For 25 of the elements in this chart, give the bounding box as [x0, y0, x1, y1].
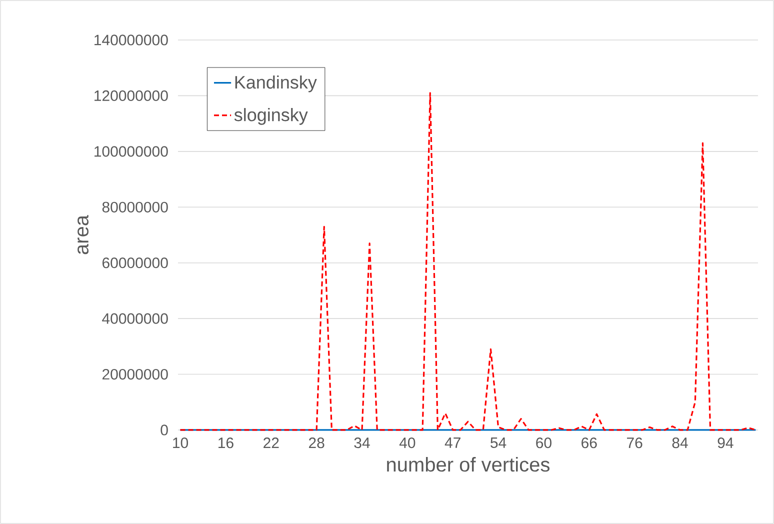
y-tick-label: 100000000 [94, 146, 168, 157]
x-axis-title: number of vertices [387, 457, 550, 472]
x-tick-label: 16 [218, 438, 234, 448]
x-tick-label: 40 [399, 438, 416, 448]
x-tick-label: 47 [444, 438, 460, 448]
x-tick-label: 66 [582, 438, 597, 448]
y-tick-label: 0 [160, 424, 168, 436]
x-tick-label: 60 [536, 438, 552, 448]
x-tick-label: 34 [354, 438, 370, 448]
y-axis-title: area [78, 214, 89, 254]
x-tick-label: 22 [264, 438, 279, 448]
x-tick-label: 94 [718, 438, 734, 448]
x-tick-label: 54 [490, 438, 506, 448]
legend-label: sloginsky [234, 108, 308, 125]
x-tick-label: 28 [308, 438, 324, 448]
y-tick-label: 120000000 [94, 90, 168, 102]
x-tick-label: 84 [672, 438, 688, 448]
y-tick-label: 20000000 [102, 368, 168, 380]
legend-label: Kandinsky [235, 75, 317, 92]
x-tick-label: 76 [627, 438, 642, 448]
y-tick-label: 40000000 [102, 313, 168, 324]
y-tick-label: 140000000 [94, 34, 168, 46]
x-tick-label: 10 [173, 438, 188, 448]
y-tick-label: 80000000 [102, 202, 168, 212]
y-tick-label: 60000000 [102, 258, 168, 268]
